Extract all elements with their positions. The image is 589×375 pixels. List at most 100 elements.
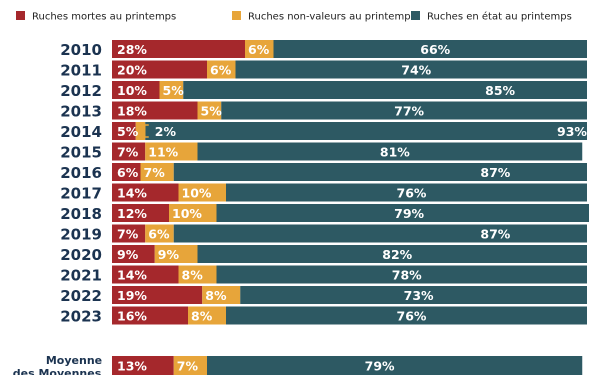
bar-segment-2020-3 xyxy=(197,245,587,263)
data-label: 9% xyxy=(158,247,180,262)
year-label: 2021 xyxy=(60,267,102,285)
data-label: 7% xyxy=(177,359,199,374)
year-label: 2011 xyxy=(60,62,102,80)
bar-row-2014: 2014 5% 2% 93% xyxy=(60,122,587,141)
data-label: 87% xyxy=(480,165,510,180)
bar-row-2012: 2012 10% 5% 85% xyxy=(60,81,587,100)
bar-segment-2022-1 xyxy=(112,286,203,304)
data-label: 66% xyxy=(420,42,450,57)
year-label: 2013 xyxy=(60,103,102,121)
data-label: 6% xyxy=(248,42,270,57)
bar-row-2023: 2023 16% 8% 76% xyxy=(60,306,587,326)
bar-row-2010: 2010 28% 6% 66% xyxy=(60,40,587,59)
data-label: 10% xyxy=(172,206,202,221)
year-label: 2023 xyxy=(60,308,102,326)
bar-segment-2018-1 xyxy=(112,204,169,222)
year-label: 2019 xyxy=(60,226,102,244)
bar-segment-average-1 xyxy=(112,356,174,375)
data-label: 5% xyxy=(201,104,223,119)
data-label: 7% xyxy=(117,227,139,242)
data-label: 28% xyxy=(117,42,147,57)
year-label: 2017 xyxy=(60,185,102,203)
year-label: 2010 xyxy=(60,41,102,59)
data-label: 6% xyxy=(210,63,232,78)
bar-segment-2018-3 xyxy=(216,204,589,222)
bar-segment-2011-3 xyxy=(235,60,587,79)
data-label: 93% xyxy=(557,124,587,139)
legend-swatch xyxy=(411,11,420,20)
bar-segment-2019-1 xyxy=(112,224,146,243)
bar-segment-2019-3 xyxy=(173,224,587,243)
data-label: 18% xyxy=(117,104,147,119)
bar-segment-2023-3 xyxy=(226,306,587,325)
data-label: 6% xyxy=(148,227,170,242)
data-label: 87% xyxy=(480,227,510,242)
bar-row-2022: 2022 19% 8% 73% xyxy=(60,286,587,305)
bar-segment-2011-2 xyxy=(207,60,236,79)
bar-segment-2015-2 xyxy=(145,142,198,161)
bar-segment-2015-3 xyxy=(197,142,583,161)
data-label: 77% xyxy=(394,104,424,119)
bar-segment-2014-1 xyxy=(112,122,136,140)
data-label: 10% xyxy=(117,83,147,98)
bar-segment-2020-2 xyxy=(154,245,198,263)
bar-segment-2018-2 xyxy=(169,204,217,222)
bar-segment-2014-3 xyxy=(145,122,587,140)
bar-row-2019: 2019 7% 6% 87% xyxy=(60,224,587,244)
callout-bracket xyxy=(136,124,149,138)
data-label: 85% xyxy=(485,83,515,98)
data-label: 20% xyxy=(117,63,147,78)
data-label: 82% xyxy=(382,247,412,262)
year-label: 2020 xyxy=(60,246,102,264)
bar-segment-2021-3 xyxy=(216,265,587,284)
bar-row-2018: 2018 12% 10% 79% xyxy=(60,204,589,223)
year-label: 2012 xyxy=(60,82,102,100)
year-label: 2014 xyxy=(60,123,102,141)
legend-label: Ruches non-valeurs au printemps xyxy=(248,12,416,23)
bar-segment-2013-1 xyxy=(112,101,198,120)
data-label: 7% xyxy=(144,165,166,180)
bar-row-2016: 2016 6% 7% 87% xyxy=(60,163,587,182)
bar-segment-2013-3 xyxy=(221,101,587,120)
data-label: 8% xyxy=(191,309,213,324)
bar-segment-2023-1 xyxy=(112,306,188,325)
bar-segment-2012-3 xyxy=(183,81,587,99)
bar-segment-2010-3 xyxy=(273,40,587,58)
data-label: 74% xyxy=(401,63,431,78)
data-label: 7% xyxy=(117,145,139,160)
bar-row-2020: 2020 9% 9% 82% xyxy=(60,245,587,264)
bar-segment-2021-2 xyxy=(178,265,217,284)
year-label: 2018 xyxy=(60,205,102,223)
bar-segment-2012-1 xyxy=(112,81,160,99)
year-label: 2022 xyxy=(60,287,102,305)
bar-row-2011: 2011 20% 6% 74% xyxy=(60,60,587,80)
data-label: 2% xyxy=(155,124,177,139)
average-label: des Moyennes xyxy=(13,367,102,375)
data-label: 8% xyxy=(182,268,204,283)
legend-label: Ruches en état au printemps xyxy=(427,11,572,23)
bar-row-2021: 2021 14% 8% 78% xyxy=(60,265,587,285)
data-label: 16% xyxy=(117,309,147,324)
data-label: 13% xyxy=(117,359,147,374)
bar-segment-2010-2 xyxy=(245,40,274,58)
data-label: 6% xyxy=(117,165,139,180)
bar-segment-2012-2 xyxy=(159,81,184,99)
data-label: 78% xyxy=(392,268,422,283)
bar-segment-2010-1 xyxy=(112,40,245,58)
bar-row-2013: 2013 18% 5% 77% xyxy=(60,101,587,121)
bar-segment-2022-3 xyxy=(240,286,587,304)
bar-segment-2013-2 xyxy=(197,101,222,120)
data-label: 81% xyxy=(380,145,410,160)
bar-segment-2017-3 xyxy=(226,183,587,202)
bar-segment-2011-1 xyxy=(112,60,207,79)
bar-row-2015: 2015 7% 11% 81% xyxy=(60,142,583,162)
data-label: 9% xyxy=(117,247,139,262)
data-label: 5% xyxy=(117,124,139,139)
legend: Ruches mortes au printemps Ruches non-val… xyxy=(16,11,572,23)
legend-swatch xyxy=(16,11,25,20)
bar-segment-average-3 xyxy=(207,356,583,375)
data-label: 76% xyxy=(397,309,427,324)
bar-segment-2017-1 xyxy=(112,183,179,202)
